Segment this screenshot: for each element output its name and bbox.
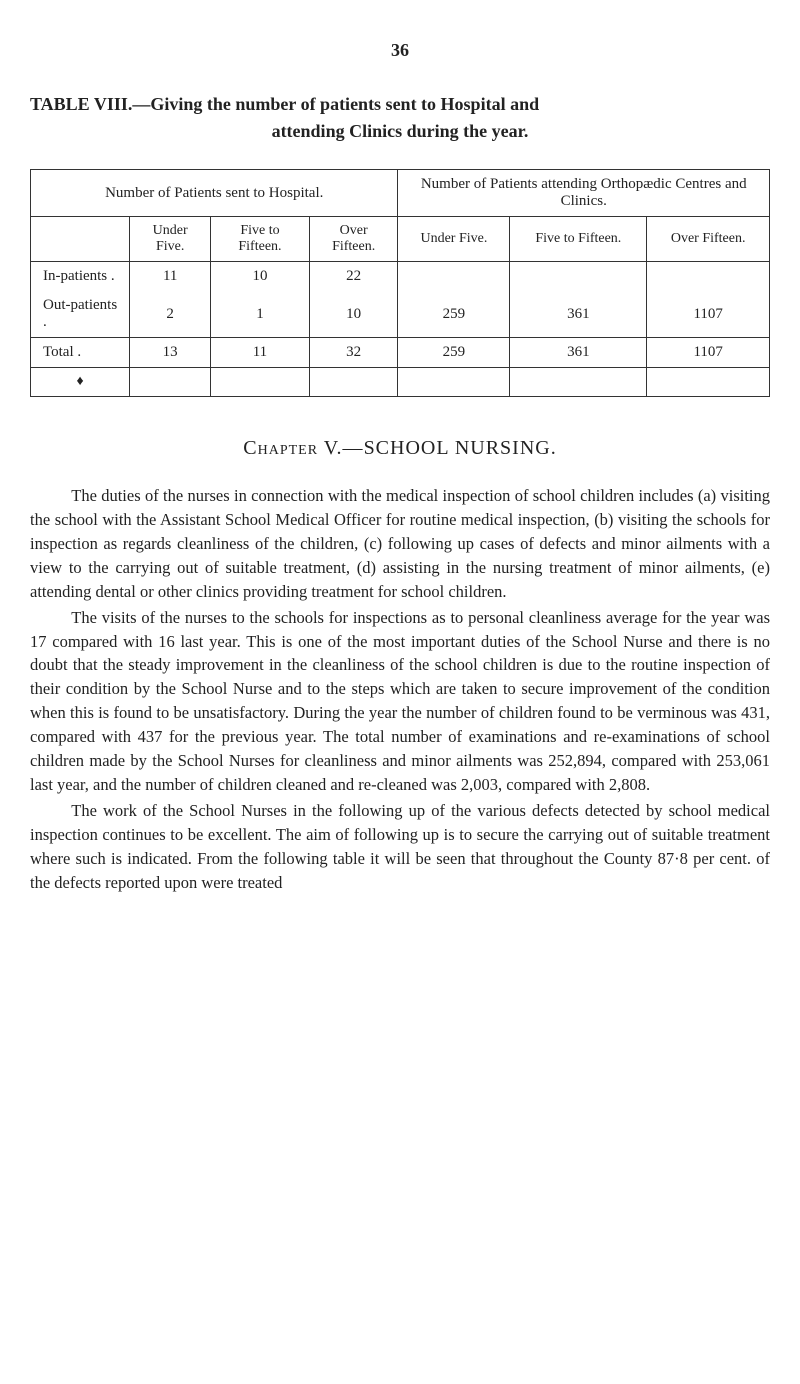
group-header-right: Number of Patients attending Orthopædic …	[398, 170, 770, 217]
paragraph-2: The visits of the nurses to the schools …	[30, 606, 770, 797]
group-header-left: Number of Patients sent to Hospital.	[31, 170, 398, 217]
sub-header-blank	[31, 217, 130, 262]
cell	[398, 368, 510, 397]
page-number: 36	[30, 40, 770, 61]
cell: 259	[398, 338, 510, 368]
cell	[647, 368, 770, 397]
cell: 361	[510, 291, 647, 338]
cell: 32	[309, 338, 398, 368]
sub-header-2: Five to Fifteen.	[211, 217, 310, 262]
chapter-heading: Chapter V.—SCHOOL NURSING.	[30, 437, 770, 460]
sub-header-5: Five to Fifteen.	[510, 217, 647, 262]
row-label-total: Total .	[31, 338, 130, 368]
cell: 11	[130, 262, 211, 292]
row-label-inpatients: In-patients .	[31, 262, 130, 292]
cell: 2	[130, 291, 211, 338]
cell: 361	[510, 338, 647, 368]
cell	[211, 368, 310, 397]
cell	[510, 262, 647, 292]
sub-header-3: Over Fifteen.	[309, 217, 398, 262]
cell: 1107	[647, 338, 770, 368]
cell: 13	[130, 338, 211, 368]
table-title: TABLE VIII.—Giving the number of patient…	[30, 91, 770, 145]
chapter-prefix: Chapter V.—	[243, 437, 363, 459]
cell: 11	[211, 338, 310, 368]
sub-header-6: Over Fifteen.	[647, 217, 770, 262]
sub-header-1: Under Five.	[130, 217, 211, 262]
cell: 259	[398, 291, 510, 338]
cell	[510, 368, 647, 397]
cell	[309, 368, 398, 397]
cell: 1107	[647, 291, 770, 338]
dot-marker: ♦	[31, 368, 130, 397]
table-title-line2: attending Clinics during the year.	[30, 118, 770, 145]
cell: 1	[211, 291, 310, 338]
patients-table: Number of Patients sent to Hospital. Num…	[30, 169, 770, 397]
cell	[130, 368, 211, 397]
table-title-line1: TABLE VIII.—Giving the number of patient…	[30, 94, 539, 114]
cell: 10	[211, 262, 310, 292]
cell	[647, 262, 770, 292]
paragraph-3: The work of the School Nurses in the fol…	[30, 799, 770, 895]
sub-header-4: Under Five.	[398, 217, 510, 262]
cell: 22	[309, 262, 398, 292]
cell	[398, 262, 510, 292]
chapter-title: SCHOOL NURSING.	[364, 437, 557, 459]
paragraph-1: The duties of the nurses in connection w…	[30, 484, 770, 604]
row-label-outpatients: Out-patients .	[31, 291, 130, 338]
cell: 10	[309, 291, 398, 338]
